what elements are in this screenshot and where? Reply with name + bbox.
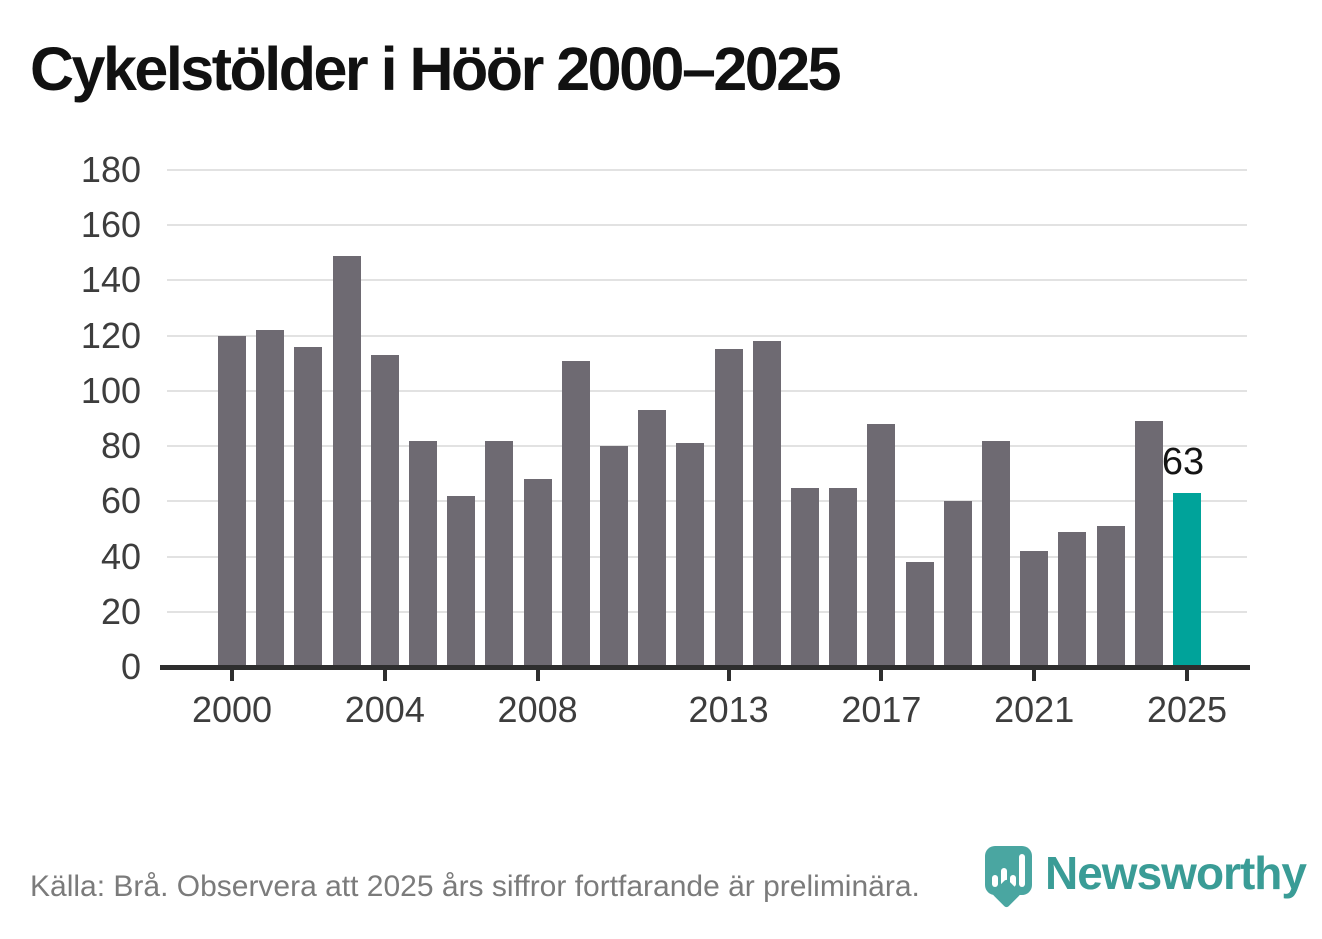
x-tick-label-2025: 2025 — [1146, 689, 1228, 730]
bar-2007 — [485, 440, 514, 667]
bar-2008 — [523, 479, 552, 667]
newsworthy-wordmark: Newsworthy — [1045, 847, 1307, 899]
x-tick-label-2004: 2004 — [344, 689, 425, 730]
x-axis-tick-2004 — [382, 670, 387, 681]
bar-2023 — [1096, 526, 1125, 667]
y-tick-label-180: 180 — [80, 149, 141, 191]
bar-2018 — [905, 562, 934, 667]
gridline-y-20 — [167, 610, 1247, 613]
bar-2019 — [943, 501, 972, 667]
bar-2021 — [1020, 551, 1049, 667]
bar-2013 — [714, 349, 743, 667]
bar-2016 — [829, 487, 858, 667]
gridline-y-100 — [167, 389, 1247, 392]
bar-2004 — [370, 355, 399, 667]
gridline-y-80 — [167, 445, 1247, 448]
gridline-y-140 — [167, 279, 1247, 282]
y-tick-label-160: 160 — [80, 204, 141, 246]
bar-2000 — [218, 335, 246, 667]
x-tick-label-2000: 2000 — [191, 689, 273, 730]
gridline-y-180 — [167, 169, 1247, 172]
y-tick-label-100: 100 — [80, 369, 141, 411]
chart-title: Cykelstölder i Höör 2000–2025 — [30, 35, 842, 103]
bar-2014 — [752, 341, 781, 667]
gridline-y-40 — [167, 555, 1247, 558]
y-tick-label-20: 20 — [100, 590, 141, 632]
x-axis-tick-2017 — [879, 670, 884, 681]
logo-mini-bars — [992, 846, 1025, 887]
highlight-value-label: 63 — [1161, 441, 1205, 484]
bar-2005 — [409, 440, 437, 667]
x-axis-tick-2025 — [1185, 670, 1189, 681]
y-tick-label-80: 80 — [100, 425, 141, 467]
source-note: Källa: Brå. Observera att 2025 års siffr… — [30, 870, 920, 903]
y-tick-label-120: 120 — [80, 314, 141, 356]
y-tick-label-0: 0 — [120, 646, 141, 687]
newsworthy-pin-barchart-icon — [985, 846, 1032, 895]
x-axis-line — [160, 665, 1250, 670]
bar-2001 — [256, 330, 285, 667]
bar-2003 — [332, 255, 361, 667]
gridline-y-60 — [167, 500, 1247, 503]
bar-2017 — [867, 424, 896, 667]
bar-2020 — [982, 440, 1010, 667]
gridline-y-160 — [167, 224, 1247, 227]
bar-2022 — [1058, 531, 1087, 667]
x-axis-tick-2000 — [230, 670, 234, 681]
x-axis-tick-2013 — [726, 670, 731, 681]
y-tick-label-60: 60 — [100, 480, 141, 522]
bar-2012 — [676, 443, 705, 667]
y-tick-label-40: 40 — [100, 535, 141, 577]
x-tick-label-2021: 2021 — [994, 689, 1075, 730]
x-tick-label-2013: 2013 — [688, 689, 769, 730]
bar-2010 — [600, 446, 628, 667]
bar-2006 — [447, 495, 476, 667]
x-axis-tick-2021 — [1032, 670, 1037, 681]
x-axis-tick-2008 — [535, 670, 540, 681]
x-tick-label-2008: 2008 — [497, 689, 578, 730]
gridline-y-120 — [167, 334, 1247, 337]
bar-2011 — [638, 410, 667, 667]
y-tick-label-140: 140 — [80, 259, 141, 301]
bar-2025 — [1173, 493, 1201, 667]
bar-2002 — [294, 346, 323, 667]
x-tick-label-2017: 2017 — [841, 689, 922, 730]
bar-2009 — [561, 360, 590, 667]
bar-2024 — [1134, 421, 1163, 667]
bar-2015 — [791, 487, 819, 667]
